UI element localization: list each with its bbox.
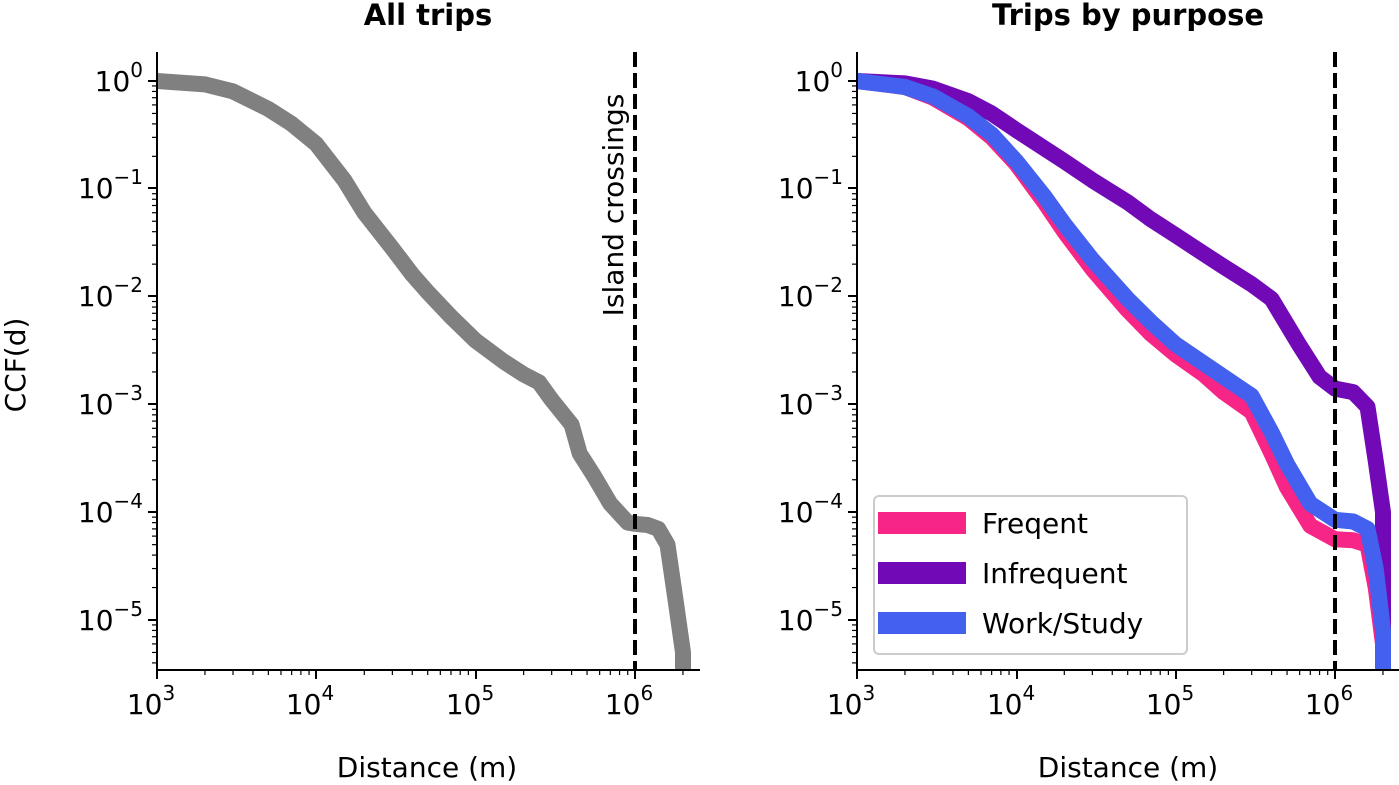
x-tick-label: 105 bbox=[446, 681, 494, 721]
y-tick-label: 10−3 bbox=[78, 381, 143, 421]
legend-label: Infrequent bbox=[982, 557, 1127, 590]
legend-entry-infrequent: Infrequent bbox=[878, 557, 1127, 590]
x-tick-label: 103 bbox=[127, 681, 175, 721]
legend-swatch bbox=[878, 512, 966, 534]
panel-title: All trips bbox=[364, 0, 493, 32]
x-tick-label: 103 bbox=[827, 681, 875, 721]
series-layer bbox=[856, 73, 1391, 670]
x-tick-label: 104 bbox=[987, 681, 1035, 721]
y-tick-label: 10−2 bbox=[778, 273, 843, 313]
panel-all-trips: All trips 100 10−1 10−2 10−3 10−4 10−5 103 104 1… bbox=[0, 0, 700, 784]
y-tick-label: 10−5 bbox=[78, 597, 143, 637]
x-tick-label: 104 bbox=[286, 681, 334, 721]
legend-swatch bbox=[878, 612, 966, 634]
legend-label: Work/Study bbox=[982, 607, 1143, 640]
y-tick-label: 10−4 bbox=[778, 489, 843, 529]
legend: Freqent Infrequent Work/Study bbox=[873, 495, 1188, 655]
annotation-island-crossings: Island crossings bbox=[597, 94, 630, 317]
series-line-all-trips bbox=[156, 73, 691, 670]
legend-entry-work-study: Work/Study bbox=[878, 607, 1143, 640]
series-line-work-study bbox=[856, 73, 1391, 670]
x-tick-label: 105 bbox=[1146, 681, 1194, 721]
y-tick-label: 10−5 bbox=[778, 597, 843, 637]
y-tick-label: 10−4 bbox=[78, 489, 143, 529]
series-line-infrequent bbox=[856, 73, 1391, 670]
legend-entry-freqent: Freqent bbox=[878, 507, 1088, 540]
x-axis-label: Distance (m) bbox=[1038, 751, 1218, 784]
y-tick-label: 100 bbox=[95, 58, 143, 98]
x-tick-label: 106 bbox=[605, 681, 653, 721]
y-tick-label: 10−2 bbox=[78, 273, 143, 313]
legend-swatch bbox=[878, 562, 966, 584]
x-axis-label: Distance (m) bbox=[337, 751, 517, 784]
legend-label: Freqent bbox=[982, 507, 1088, 540]
y-axis-label: CCF(d) bbox=[0, 318, 32, 413]
y-tick-label: 10−1 bbox=[778, 165, 843, 205]
x-tick-label: 106 bbox=[1305, 681, 1353, 721]
y-tick-label: 100 bbox=[795, 58, 843, 98]
panel-title: Trips by purpose bbox=[992, 0, 1264, 32]
panel-trips-by-purpose: Trips by purpose 100 10−1 10−2 10−3 10−4 10−5… bbox=[778, 0, 1399, 784]
series-layer bbox=[156, 73, 691, 670]
y-tick-label: 10−3 bbox=[778, 381, 843, 421]
y-tick-label: 10−1 bbox=[78, 165, 143, 205]
